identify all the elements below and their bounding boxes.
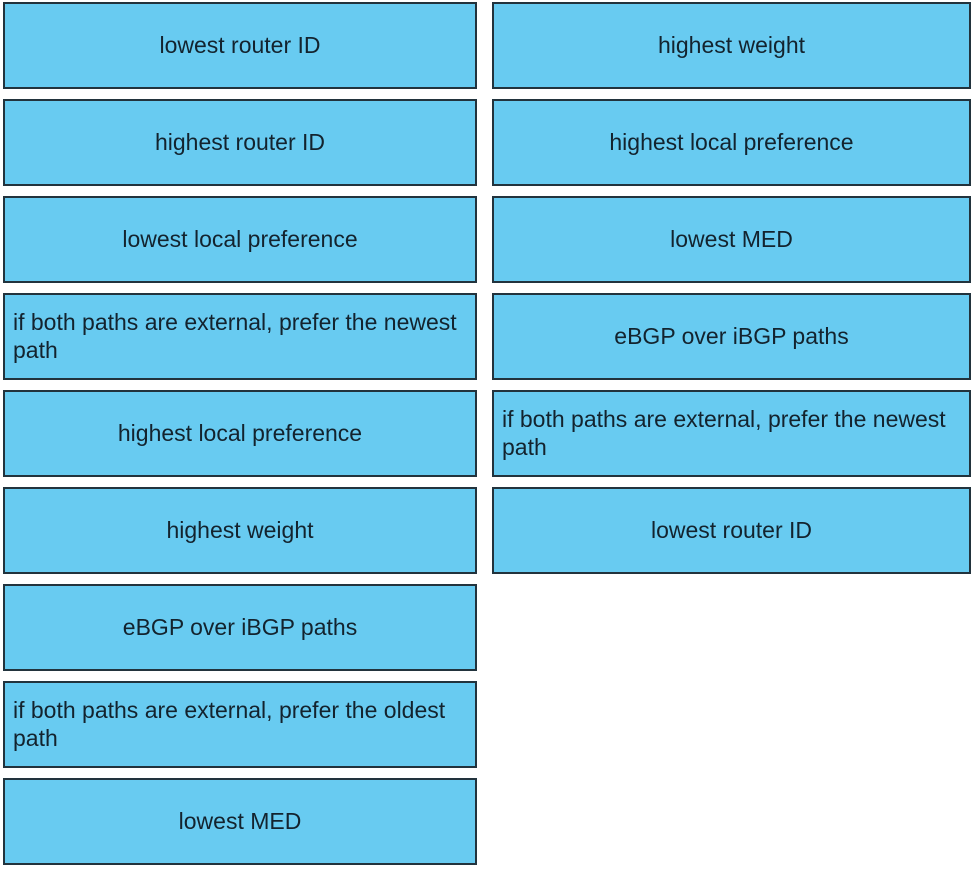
option-box-label: lowest router ID [159,31,321,58]
option-box[interactable]: if both paths are external, prefer the o… [3,681,477,768]
answer-box-label: eBGP over iBGP paths [614,322,849,349]
answer-box[interactable]: highest local preference [492,99,971,186]
answer-box-label: highest weight [657,31,806,58]
option-box[interactable]: lowest router ID [3,2,477,89]
answer-box-label: lowest router ID [650,516,813,543]
option-box[interactable]: highest router ID [3,99,477,186]
option-box[interactable]: lowest MED [3,778,477,865]
option-box[interactable]: lowest local preference [3,196,477,283]
option-box[interactable]: highest weight [3,487,477,574]
answer-box[interactable]: lowest MED [492,196,971,283]
option-box[interactable]: if both paths are external, prefer the n… [3,293,477,380]
answers-column: highest weight highest local preference … [492,2,971,574]
answer-box-label: lowest MED [670,225,793,252]
options-column: lowest router ID highest router ID lowes… [3,2,477,865]
option-box[interactable]: eBGP over iBGP paths [3,584,477,671]
option-box-label: lowest local preference [122,225,358,252]
option-box-label: if both paths are external, prefer the n… [13,309,457,363]
option-box-label: eBGP over iBGP paths [122,613,358,640]
option-box-label: highest local preference [117,419,363,446]
option-box-label: highest router ID [154,128,326,155]
answer-box[interactable]: eBGP over iBGP paths [492,293,971,380]
option-box-label: highest weight [166,516,314,543]
option-box-label: if both paths are external, prefer the o… [13,697,446,751]
answer-box[interactable]: if both paths are external, prefer the n… [492,390,971,477]
option-box[interactable]: highest local preference [3,390,477,477]
answer-box-label: if both paths are external, prefer the n… [502,406,946,460]
answer-box[interactable]: highest weight [492,2,971,89]
answer-box[interactable]: lowest router ID [492,487,971,574]
answer-box-label: highest local preference [609,128,854,155]
option-box-label: lowest MED [178,807,302,834]
